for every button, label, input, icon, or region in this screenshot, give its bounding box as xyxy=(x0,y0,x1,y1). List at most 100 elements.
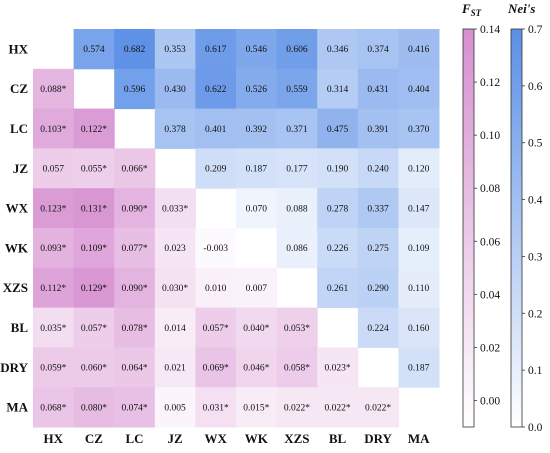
neis-cell xyxy=(398,29,440,70)
neis-cell xyxy=(73,29,115,70)
fst-cell-value: 0.060* xyxy=(81,364,107,374)
row-label: HX xyxy=(9,41,29,56)
neis-cell-value: 0.401 xyxy=(205,125,227,135)
neis-cell xyxy=(398,347,440,388)
fst-cell xyxy=(73,228,115,269)
row-label: MA xyxy=(6,400,28,415)
neis-cell xyxy=(357,228,399,269)
neis-cell-value: 0.378 xyxy=(164,125,186,135)
fst-colorbar-title: FST xyxy=(461,1,482,18)
fst-cell-value: 0.035* xyxy=(40,324,66,334)
neis-cell-value: 0.070 xyxy=(246,204,268,214)
neis-cell xyxy=(398,267,440,309)
fst-cell-value: 0.055* xyxy=(81,165,107,175)
fst-cell xyxy=(33,108,75,149)
neis-cell-value: 0.682 xyxy=(124,45,146,55)
fst-cell xyxy=(33,228,75,269)
neis-cell xyxy=(398,108,440,149)
column-label: BL xyxy=(329,431,347,446)
fst-cell xyxy=(114,148,156,189)
fst-cell xyxy=(33,188,75,229)
neis-cell-value: 0.475 xyxy=(327,125,349,135)
fst-cell xyxy=(154,307,196,348)
neis-cell xyxy=(154,68,196,110)
neis-colorbar: 0.0 0.1 0.2 0.3 0.4 0.5 0.6 0.7 Nei's xyxy=(507,1,543,434)
fst-cell xyxy=(317,347,359,388)
fst-cell xyxy=(236,387,278,428)
neis-cell xyxy=(114,29,156,70)
fst-cell xyxy=(195,387,237,428)
fst-cell xyxy=(114,387,156,428)
row-label: LC xyxy=(10,121,28,136)
neis-cell-value: 0.404 xyxy=(408,85,430,95)
neis-cell xyxy=(195,29,237,70)
neis-colorbar-ticks: 0.0 0.1 0.2 0.3 0.4 0.5 0.6 0.7 xyxy=(522,24,543,434)
neis-cell-value: 0.209 xyxy=(205,165,227,175)
fst-cell-value: 0.007 xyxy=(246,284,268,294)
fst-cell xyxy=(73,387,115,428)
fst-cell-value: 0.090* xyxy=(121,284,147,294)
row-label: BL xyxy=(11,320,29,335)
neis-cell xyxy=(236,108,278,149)
fst-cell-value: 0.080* xyxy=(81,403,107,413)
fst-cell xyxy=(114,228,156,269)
colorbar-tick-label: 0.06 xyxy=(480,236,500,248)
neis-cell-value: 0.374 xyxy=(367,45,389,55)
fst-cell xyxy=(33,148,75,189)
fst-cell xyxy=(114,188,156,229)
fst-cell-value: 0.005 xyxy=(164,403,186,413)
neis-cell xyxy=(236,148,278,189)
neis-cell-value: 0.392 xyxy=(246,125,268,135)
colorbar-tick-label: 0.0 xyxy=(528,422,543,434)
fst-cell-value: 0.077* xyxy=(121,244,147,254)
fst-cell xyxy=(73,108,115,149)
neis-cell-value: 0.120 xyxy=(408,165,430,175)
fst-cell xyxy=(33,347,75,388)
fst-cell xyxy=(236,307,278,348)
column-label: MA xyxy=(408,431,430,446)
neis-cell-value: 0.346 xyxy=(327,45,349,55)
fst-cell-value: 0.046* xyxy=(243,364,269,374)
fst-cell-value: 0.023 xyxy=(164,244,186,254)
neis-cell xyxy=(398,188,440,229)
neis-cell-value: 0.240 xyxy=(367,165,389,175)
neis-cell-value: 0.596 xyxy=(124,85,146,95)
fst-cell-value: -0.003 xyxy=(203,244,228,254)
neis-cell-value: 0.160 xyxy=(408,324,430,334)
fst-cell-value: 0.057 xyxy=(43,165,65,175)
neis-cell-value: 0.110 xyxy=(408,284,429,294)
neis-cell-value: 0.088 xyxy=(286,204,308,214)
fst-colorbar-gradient xyxy=(462,28,475,428)
neis-cell-value: 0.546 xyxy=(246,45,268,55)
fst-cell xyxy=(114,307,156,348)
neis-cell xyxy=(276,188,318,229)
neis-cell xyxy=(317,267,359,309)
neis-cell xyxy=(317,29,359,70)
fst-cell xyxy=(154,387,196,428)
neis-cell xyxy=(114,68,156,110)
neis-cell-value: 0.337 xyxy=(367,204,389,214)
fst-cell xyxy=(73,307,115,348)
fst-cell-value: 0.021 xyxy=(164,364,186,374)
neis-cell-value: 0.391 xyxy=(367,125,389,135)
neis-cell-value: 0.109 xyxy=(408,244,430,254)
neis-cell xyxy=(317,188,359,229)
neis-cell xyxy=(357,68,399,110)
fst-cell xyxy=(195,228,237,269)
colorbar-tick-label: 0.04 xyxy=(480,289,500,301)
neis-cell xyxy=(357,148,399,189)
neis-cell xyxy=(398,68,440,110)
neis-cell xyxy=(398,307,440,348)
neis-cell xyxy=(317,228,359,269)
fst-cell-value: 0.090* xyxy=(121,204,147,214)
fst-cell xyxy=(154,188,196,229)
column-label: JZ xyxy=(168,431,184,446)
colorbar-tick-label: 0.3 xyxy=(528,251,543,263)
neis-cell xyxy=(357,108,399,149)
fst-cell xyxy=(195,267,237,309)
column-label: XZS xyxy=(284,431,309,446)
heatmap-cells: 0.088* 0.103* 0.122* 0.057 0.055* 0.066* 0.123… xyxy=(33,29,440,428)
fst-cell xyxy=(33,307,75,348)
fst-cell xyxy=(195,307,237,348)
